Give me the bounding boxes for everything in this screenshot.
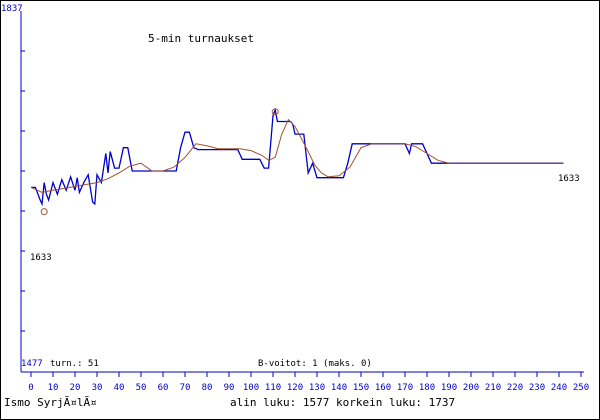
y-max-label: 1837 (1, 4, 23, 14)
x-tick-label: 30 (92, 383, 103, 393)
x-tick-label: 20 (70, 383, 81, 393)
x-tick-label: 10 (48, 383, 59, 393)
start-marker (40, 208, 48, 216)
turns-label: turn.: 51 (50, 359, 99, 369)
x-tick-label: 50 (136, 383, 147, 393)
x-tick-label: 210 (485, 383, 501, 393)
x-tick-label: 70 (180, 383, 191, 393)
x-tick-label: 140 (331, 383, 347, 393)
x-tick-label: 120 (287, 383, 303, 393)
chart-title: 5-min turnaukset (148, 32, 254, 45)
player-name: Ismo SyrjÃ¤lÃ¤ (4, 396, 97, 409)
average-line (30, 118, 564, 193)
peak-marker (271, 108, 279, 116)
x-tick-label: 250 (573, 383, 589, 393)
x-tick-label: 130 (309, 383, 325, 393)
x-tick-label: 0 (28, 383, 33, 393)
y-min-label: 1477 (21, 359, 43, 369)
end-rating-label: 1633 (558, 174, 580, 184)
x-tick-label: 180 (419, 383, 435, 393)
x-tick-label: 40 (114, 383, 125, 393)
x-tick-label: 230 (529, 383, 545, 393)
x-tick-label: 200 (463, 383, 479, 393)
rating-summary: alin luku: 1577 korkein luku: 1737 (230, 396, 456, 409)
x-tick-label: 60 (158, 383, 169, 393)
x-tick-label: 160 (375, 383, 391, 393)
x-tick-label: 90 (224, 383, 235, 393)
x-tick-label: 240 (551, 383, 567, 393)
x-tick-label: 170 (397, 383, 413, 393)
bvoitot-label: B-voitot: 1 (maks. 0) (258, 359, 372, 369)
start-marker-label: 1633 (30, 253, 52, 263)
x-tick-label: 100 (243, 383, 259, 393)
x-tick-label: 110 (265, 383, 281, 393)
x-tick-label: 150 (353, 383, 369, 393)
x-tick-label: 80 (202, 383, 213, 393)
x-tick-label: 190 (441, 383, 457, 393)
x-tick-label: 220 (507, 383, 523, 393)
